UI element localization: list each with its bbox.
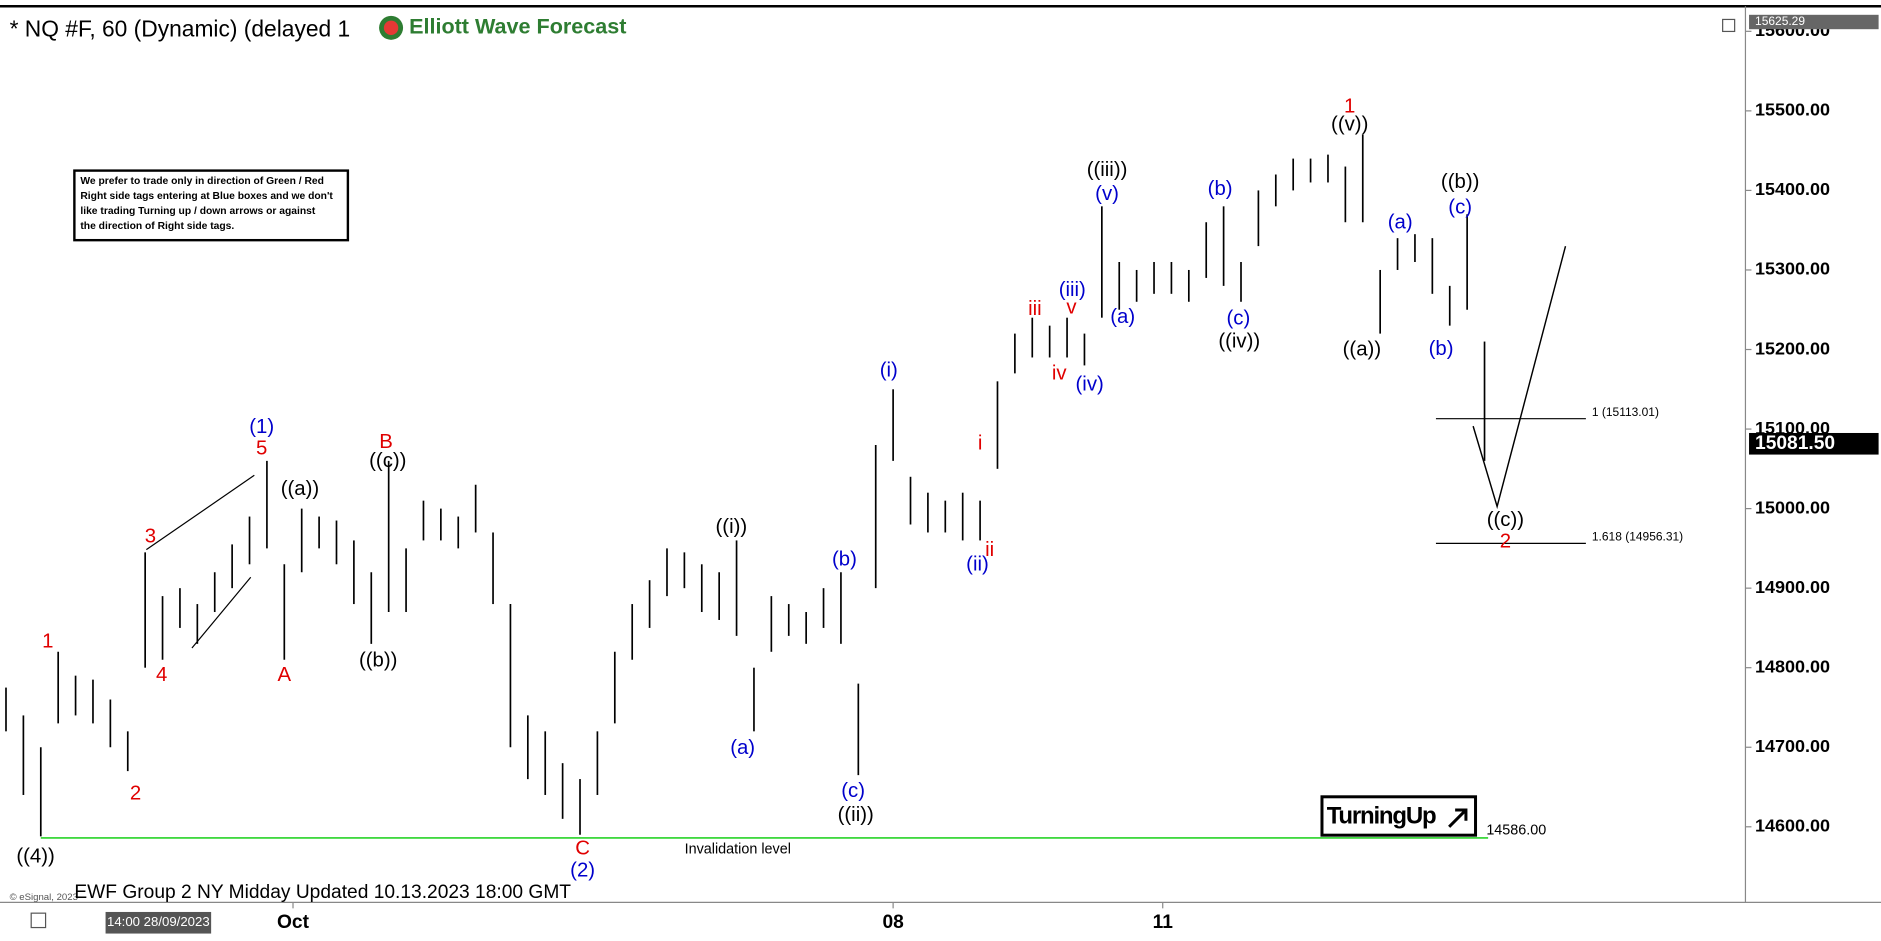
y-tick-label: 15400.00 (1755, 179, 1830, 199)
wave-label: i (978, 433, 983, 455)
level-label: 1.618 (14956.31) (1592, 530, 1683, 544)
wave-label: ((iv)) (1218, 331, 1260, 353)
logo-box (371, 9, 631, 46)
wave-label: ((v)) (1331, 114, 1368, 136)
y-tick-label: 15300.00 (1755, 259, 1830, 279)
footer: EWF Group 2 NY Midday Updated 10.13.2023… (74, 882, 571, 903)
note-line: Right side tags entering at Blue boxes a… (80, 191, 333, 202)
level-note: Invalidation level (685, 842, 791, 858)
wave-label: (iii) (1059, 279, 1086, 301)
wave-label: (b) (1429, 338, 1454, 360)
wave-label: (a) (1110, 306, 1135, 328)
logo-text: Elliott Wave Forecast (409, 14, 626, 39)
wave-label: (c) (841, 780, 865, 802)
chart-title: * NQ #F, 60 (Dynamic) (delayed 1 (10, 15, 351, 41)
y-tick-label: 14800.00 (1755, 656, 1830, 676)
wave-label: 5 (256, 437, 267, 459)
y-tick-label: 15200.00 (1755, 338, 1830, 358)
last-price-box (1749, 432, 1879, 455)
logo-icon-inner (383, 20, 399, 36)
y-tick-label: 14700.00 (1755, 736, 1830, 756)
wave-label: ((ii)) (838, 804, 874, 826)
wave-label: ((a)) (281, 478, 319, 500)
note-line: We prefer to trade only in direction of … (80, 176, 324, 187)
wave-label: B (379, 431, 393, 453)
badge-arrow (1448, 808, 1468, 828)
wave-label: iii (1028, 298, 1042, 320)
wave-label: ii (985, 539, 994, 561)
wave-label: 2 (130, 783, 141, 805)
x-tick-label: Oct (277, 912, 310, 933)
wave-label: 4 (156, 664, 167, 686)
y-tick-label: 15000.00 (1755, 497, 1830, 517)
x-tick-label: 11 (1153, 912, 1174, 933)
wave-label: ((b)) (1441, 171, 1479, 193)
level-label: 1 (15113.01) (1592, 405, 1659, 419)
wave-label: 3 (145, 526, 156, 548)
y-tick-label: 15100.00 (1755, 418, 1830, 438)
wave-label: (iv) (1076, 374, 1104, 396)
badge-text: TurningUp (1327, 803, 1436, 830)
cursor-label: 14:00 28/09/2023 (107, 914, 210, 929)
wave-label: ((4)) (16, 845, 54, 867)
wave-label: 1 (1344, 95, 1355, 117)
note-box (73, 169, 350, 242)
wave-label: (1) (249, 416, 274, 438)
wave-label: A (278, 664, 292, 686)
wedge-line (191, 576, 252, 649)
wave-label: (v) (1095, 183, 1119, 205)
wave-label: (c) (1227, 308, 1251, 330)
wave-label: 1 (42, 631, 53, 653)
note: We prefer to trade only in direction of … (80, 176, 333, 232)
projection-path (1472, 245, 1567, 510)
top-price-box (1749, 14, 1879, 30)
wave-label: (c) (1448, 196, 1472, 218)
copyright: © eSignal, 2023 (10, 892, 78, 903)
wave-label: (a) (1388, 211, 1413, 233)
badge-box (1320, 795, 1478, 837)
wave-label: C (575, 837, 590, 859)
wave-label: ((iii)) (1087, 159, 1128, 181)
note-line: the direction of Right side tags. (80, 221, 234, 232)
corner-icon (30, 912, 47, 929)
wave-label: ((c)) (369, 450, 406, 472)
wave-label: v (1066, 297, 1077, 319)
level-label: 14586.00 (1486, 823, 1546, 839)
top-price-label: 15625.29 (1755, 14, 1805, 28)
wave-label: iv (1052, 363, 1068, 385)
wedge-line (146, 474, 255, 551)
wave-label: (b) (832, 549, 857, 571)
y-tick-label: 14600.00 (1755, 816, 1830, 836)
wave-label: ((i)) (716, 516, 748, 538)
x-tick-label: 08 (882, 912, 904, 933)
wave-label: ((b)) (359, 650, 397, 672)
wave-label: 2 (1500, 530, 1511, 552)
wave-label: (ii) (966, 553, 989, 575)
y-tick-label: 15500.00 (1755, 100, 1830, 120)
wave-label: (i) (880, 359, 898, 381)
note-line: like trading Turning up / down arrows or… (80, 206, 316, 217)
cursor-box (105, 911, 212, 934)
y-tick-label: 14900.00 (1755, 577, 1830, 597)
wave-label: (2) (570, 860, 595, 882)
wave-label: (b) (1208, 178, 1233, 200)
wave-label: ((c)) (1487, 509, 1524, 531)
wave-label: (a) (730, 737, 755, 759)
window-icon[interactable] (1722, 18, 1736, 33)
wave-label: ((a)) (1343, 339, 1381, 361)
last-price-label: 15081.50 (1755, 433, 1835, 454)
